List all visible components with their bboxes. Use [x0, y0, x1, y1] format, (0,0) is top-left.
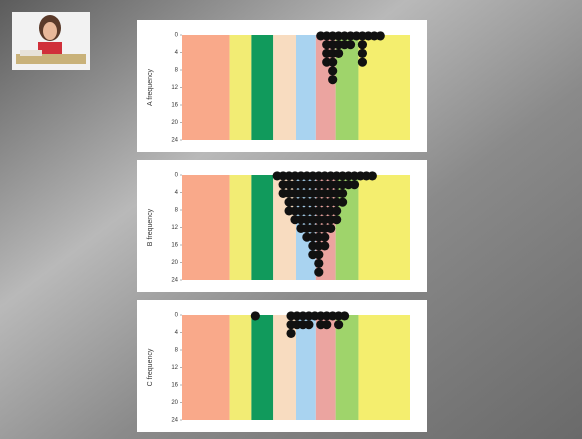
dot	[345, 40, 356, 50]
band	[229, 175, 252, 280]
y-tick-label: 16	[171, 243, 178, 249]
band	[182, 175, 230, 280]
dot	[334, 320, 344, 330]
y-tick-label: 12	[171, 225, 178, 231]
dot	[314, 250, 324, 260]
dot	[334, 48, 344, 59]
band	[273, 315, 296, 420]
dot	[332, 215, 342, 225]
dot	[332, 206, 342, 216]
band	[335, 35, 359, 140]
band	[182, 315, 230, 420]
dot	[286, 328, 296, 339]
band	[358, 175, 410, 280]
band	[358, 35, 410, 140]
y-tick-label: 12	[171, 365, 178, 371]
dot	[349, 180, 360, 190]
dot	[339, 311, 350, 321]
dot	[328, 66, 338, 76]
band	[358, 315, 410, 420]
y-tick-label: 8	[175, 208, 179, 214]
dot	[337, 197, 348, 207]
y-tick-label: 12	[171, 85, 178, 91]
band	[315, 315, 336, 420]
y-tick-label: 0	[175, 313, 179, 319]
dot	[250, 311, 260, 321]
band	[251, 35, 274, 140]
y-tick-label: 16	[171, 103, 178, 109]
y-tick-label: 4	[175, 50, 179, 56]
y-tick-label: 24	[171, 418, 178, 424]
dot	[326, 223, 336, 234]
dot	[314, 267, 324, 277]
y-tick-label: 4	[175, 330, 179, 336]
y-tick-label: 0	[175, 173, 179, 179]
chart: 0 4 8 12 16 20 24 C frequency	[137, 300, 427, 432]
y-tick-label: 8	[175, 68, 179, 74]
dot	[328, 57, 338, 67]
y-tick-label: 24	[171, 278, 178, 284]
band	[251, 315, 274, 420]
dot	[375, 31, 385, 41]
dot	[320, 232, 330, 242]
band	[251, 175, 274, 280]
dot	[320, 241, 330, 251]
dot	[322, 320, 332, 330]
band	[296, 315, 316, 420]
dot	[357, 40, 368, 50]
dot	[304, 320, 314, 330]
y-tick-label: 4	[175, 190, 179, 196]
y-tick-label: 24	[171, 138, 178, 144]
y-tick-label: 0	[175, 33, 179, 39]
y-tick-label: 20	[171, 400, 178, 406]
y-tick-label: 20	[171, 260, 178, 266]
chart: 0 4 8 12 16 20 24 A frequency	[137, 20, 427, 152]
dot	[328, 75, 338, 85]
band	[229, 35, 252, 140]
chart: 0 4 8 12 16 20 24 B frequency	[137, 160, 427, 292]
y-tick-label: 8	[175, 348, 179, 354]
band	[182, 35, 230, 140]
photo	[12, 12, 90, 70]
band	[296, 35, 316, 140]
dot	[367, 171, 377, 181]
band	[335, 315, 359, 420]
y-tick-label: 16	[171, 383, 178, 389]
y-axis-label: C frequency	[147, 348, 154, 386]
dot	[337, 188, 348, 199]
dot	[357, 57, 368, 67]
band	[229, 315, 252, 420]
y-axis-label: A frequency	[147, 69, 154, 106]
y-tick-label: 20	[171, 120, 178, 126]
y-axis-label: B frequency	[147, 208, 154, 246]
band	[273, 35, 296, 140]
dot	[314, 258, 324, 269]
dot	[357, 48, 368, 59]
